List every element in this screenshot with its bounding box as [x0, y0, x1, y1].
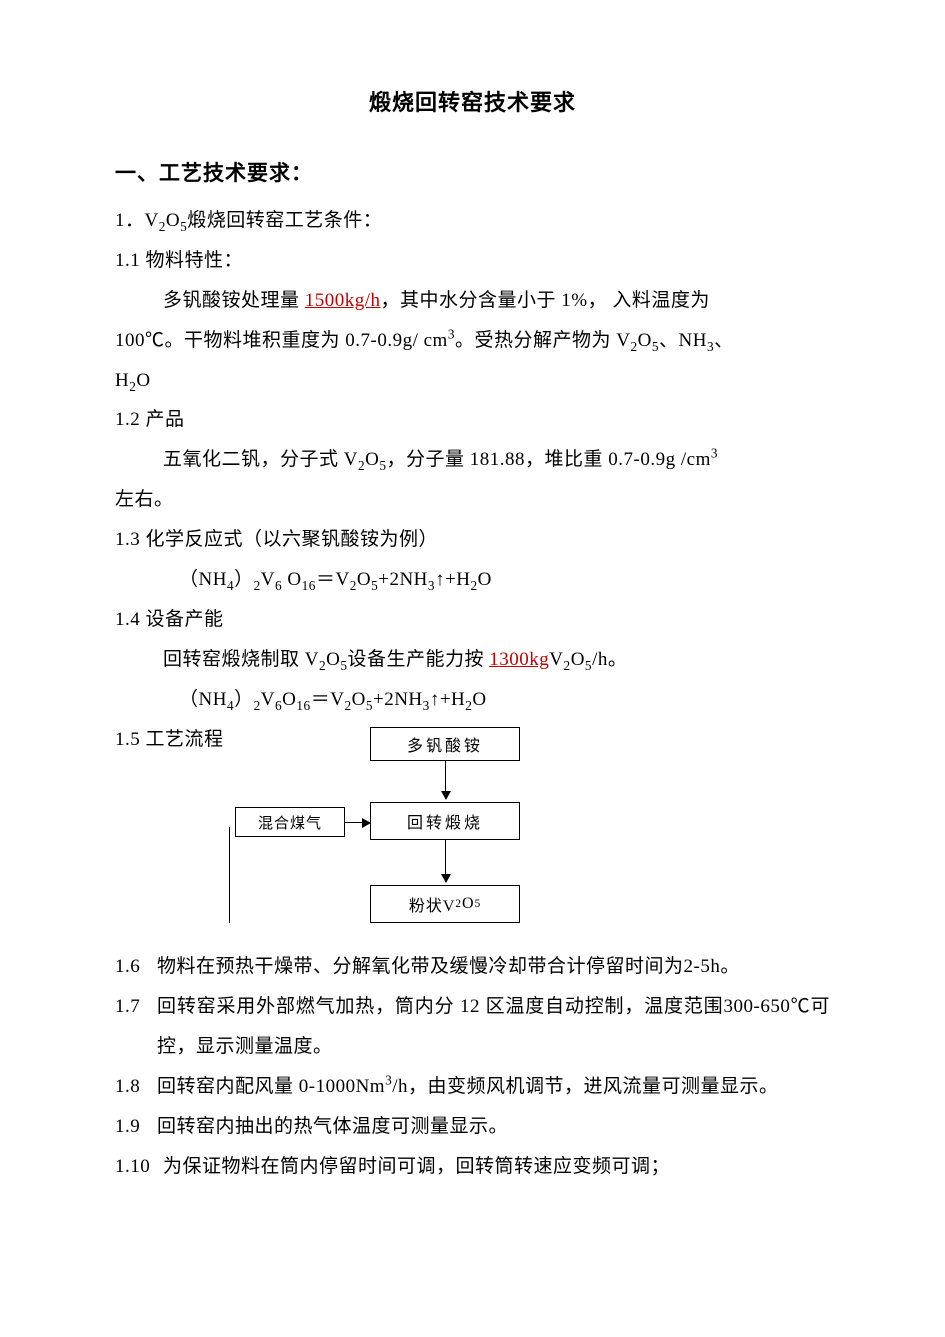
item-text: 物料在预热干燥带、分解氧化带及缓慢冷却带合计停留时间为2-5h。 [157, 947, 830, 987]
line-1-2-label: 1.2 产品 [115, 400, 830, 440]
line-1-1-body-3: H2O [115, 361, 830, 401]
flowchart-arrow-2 [345, 822, 370, 823]
item-number: 1.6 [115, 947, 157, 987]
line-1-1-body-1: 多钒酸铵处理量 1500kg/h，其中水分含量小于 1%， 入料温度为 [115, 281, 830, 321]
flowchart-node-2: 混合煤气 [235, 807, 345, 837]
line-1-3-label: 1.3 化学反应式（以六聚钒酸铵为例） [115, 520, 830, 560]
line-1-9: 1.9 回转窑内抽出的热气体温度可测量显示。 [115, 1107, 830, 1147]
line-1-8: 1.8 回转窑内配风量 0-1000Nm3/h，由变频风机调节，进风流量可测量显… [115, 1067, 830, 1107]
flowchart-arrow-3 [445, 840, 446, 882]
link-1300kg[interactable]: 1300kg [489, 649, 549, 670]
flowchart-node-1: 多钒酸铵 [370, 727, 520, 761]
line-1-7: 1.7 回转窑采用外部燃气加热，筒内分 12 区温度自动控制，温度范围300-6… [115, 987, 830, 1067]
line-1-3-formula: （NH4）2V6 O16＝V2O5+2NH3↑+H2O [115, 560, 830, 600]
item-text: 回转窑内配风量 0-1000Nm3/h，由变频风机调节，进风流量可测量显示。 [157, 1067, 830, 1107]
item-number: 1.7 [115, 987, 157, 1067]
section-1-header: 一、工艺技术要求： [115, 157, 830, 187]
item-text: 回转窑采用外部燃气加热，筒内分 12 区温度自动控制，温度范围300-650℃可… [157, 987, 830, 1067]
item-number: 1.8 [115, 1067, 157, 1107]
line-1-2-body-1: 五氧化二钒，分子式 V2O5，分子量 181.88，堆比重 0.7-0.9g /… [115, 440, 830, 480]
line-1-2-body-2: 左右。 [115, 480, 830, 520]
page-title: 煅烧回转窑技术要求 [115, 85, 830, 117]
line-1-10: 1.10 为保证物料在筒内停留时间可调，回转筒转速应变频可调； [115, 1147, 830, 1187]
line-1: 1．V2O5煅烧回转窑工艺条件： [115, 201, 830, 241]
line-1-4-body: 回转窑煅烧制取 V2O5设备生产能力按 1300kgV2O5/h。 [115, 640, 830, 680]
line-1-4-label: 1.4 设备产能 [115, 600, 830, 640]
line-1-1-body-2: 100℃。干物料堆积重度为 0.7-0.9g/ cm3。受热分解产物为 V2O5… [115, 321, 830, 361]
line-1-4-formula: （NH4）2V6O16＝V2O5+2NH3↑+H2O [115, 680, 830, 720]
item-number: 1.10 [115, 1147, 163, 1187]
link-1500kgh[interactable]: 1500kg/h [305, 290, 381, 311]
item-text: 回转窑内抽出的热气体温度可测量显示。 [157, 1107, 830, 1147]
process-flowchart: 多钒酸铵 混合煤气 回转煅烧 粉状V2O5 [255, 727, 625, 937]
flowchart-node-3: 回转煅烧 [370, 802, 520, 840]
text-part: 多钒酸铵处理量 [163, 290, 305, 311]
item-number: 1.9 [115, 1107, 157, 1147]
line-1-1-label: 1.1 物料特性： [115, 241, 830, 281]
flowchart-vline-left [229, 827, 230, 923]
text-part: ，其中水分含量小于 1%， 入料温度为 [381, 290, 710, 311]
line-1-6: 1.6 物料在预热干燥带、分解氧化带及缓慢冷却带合计停留时间为2-5h。 [115, 947, 830, 987]
flowchart-node-4: 粉状V2O5 [370, 885, 520, 923]
flowchart-arrow-1 [445, 761, 446, 799]
item-text: 为保证物料在筒内停留时间可调，回转筒转速应变频可调； [163, 1147, 830, 1187]
